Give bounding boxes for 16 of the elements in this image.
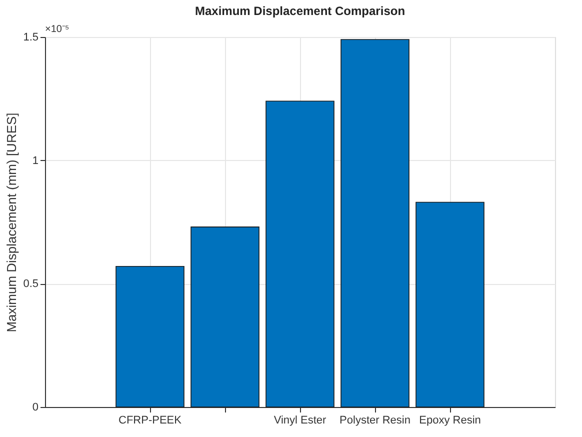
text: ×10⁻⁵ bbox=[45, 24, 70, 35]
y-tick-label: 1.5 bbox=[23, 32, 38, 44]
bar bbox=[190, 226, 260, 408]
bar bbox=[116, 266, 184, 408]
x-tick-label: Epoxy Resin bbox=[419, 414, 481, 426]
x-tick-label: Polyster Resin bbox=[340, 414, 410, 426]
x-tick-label: Vinyl Ester bbox=[274, 414, 327, 426]
y-tick-label: 0 bbox=[32, 402, 38, 414]
bar bbox=[340, 39, 410, 408]
bar bbox=[266, 100, 334, 408]
bar bbox=[416, 202, 484, 408]
y-axis-title: Maximum Displacement (mm) [URES] bbox=[4, 112, 20, 332]
chart-title: Maximum Displacement Comparison bbox=[194, 4, 406, 18]
x-tick-label: CFRP-PEEK bbox=[118, 414, 182, 426]
y-tick-label: 0.5 bbox=[23, 278, 38, 290]
y-tick-label: 1 bbox=[32, 154, 38, 167]
